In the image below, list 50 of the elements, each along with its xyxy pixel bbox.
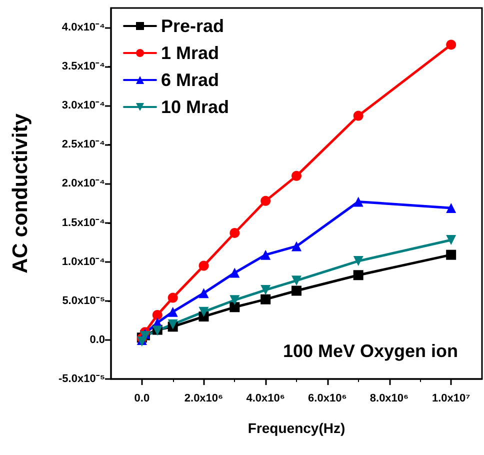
x-tick-label: 4.0x10⁶ — [246, 392, 285, 404]
point — [260, 284, 271, 295]
point — [230, 302, 240, 312]
point — [198, 288, 209, 298]
point — [198, 260, 209, 271]
point — [353, 196, 364, 207]
y-tick-label: 2.5x10⁻⁴ — [62, 138, 105, 151]
point — [353, 256, 364, 266]
y-tick-label: 0.0 — [90, 334, 105, 346]
x-tick-label: 6.0x10⁶ — [308, 392, 347, 404]
point — [446, 250, 456, 260]
legend-label: 1 Mrad — [161, 43, 220, 63]
point — [168, 306, 178, 317]
point — [292, 286, 302, 296]
y-tick-label: -5.0x10⁻⁵ — [58, 373, 105, 385]
point — [230, 228, 240, 238]
y-tick-label: 1.5x10⁻⁴ — [62, 216, 105, 229]
y-tick-label: 3.5x10⁻⁴ — [62, 60, 105, 73]
y-tick-label: 2.0x10⁻⁴ — [62, 178, 105, 190]
point — [446, 234, 456, 245]
point — [446, 202, 456, 213]
point — [230, 268, 240, 278]
y-axis-title: AC conductivity — [9, 113, 32, 274]
legend-label: Pre-rad — [161, 16, 224, 36]
legend-label: 10 Mrad — [161, 97, 230, 117]
y-tick-label: 1.0x10⁻⁴ — [62, 256, 105, 268]
point — [168, 292, 178, 303]
annotation: 100 MeV Oxygen ion — [282, 341, 458, 361]
point — [260, 250, 271, 260]
y-tick-label: 5.0x10⁻⁵ — [62, 294, 105, 307]
legend-label: 6 Mrad — [161, 70, 220, 90]
point — [152, 310, 162, 320]
point — [292, 170, 302, 181]
point — [292, 241, 302, 252]
y-tick-label: 3.0x10⁻⁴ — [62, 100, 105, 112]
x-axis-title: Frequency(Hz) — [248, 420, 346, 436]
x-tick-label: 1.0x10⁷ — [432, 392, 471, 404]
point — [168, 319, 178, 330]
y-tick-label: 4.0x10⁻⁴ — [62, 22, 105, 34]
point — [292, 276, 302, 286]
point — [260, 196, 271, 206]
x-tick-label: 0.0 — [134, 392, 150, 404]
x-tick-label: 2.0x10⁶ — [184, 392, 224, 404]
point — [446, 40, 456, 50]
point — [260, 294, 271, 304]
point — [353, 270, 364, 280]
point — [230, 295, 240, 306]
point — [353, 110, 364, 121]
point — [198, 306, 209, 317]
x-tick-label: 8.0x10⁶ — [370, 392, 409, 404]
